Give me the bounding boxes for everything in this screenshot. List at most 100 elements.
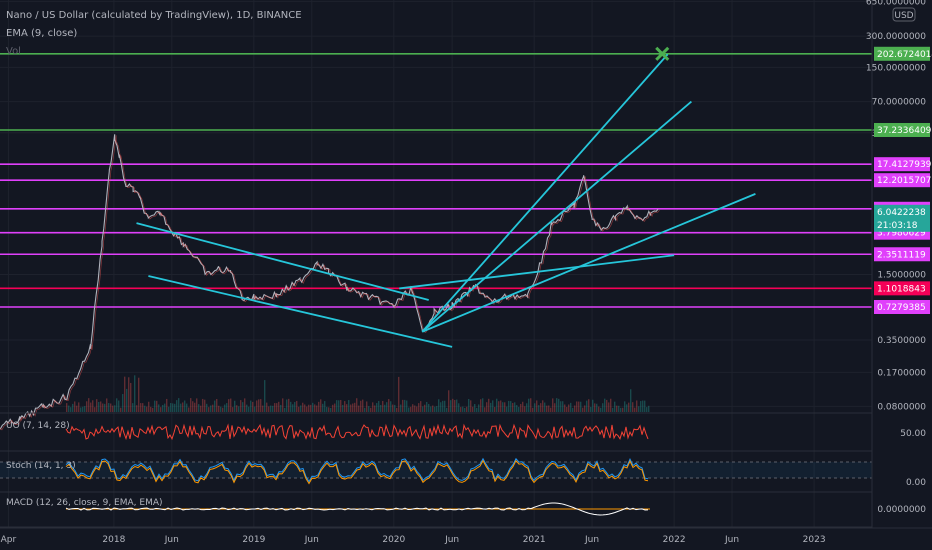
volume-bar bbox=[202, 398, 204, 412]
uo-label: UO (7, 14, 28) bbox=[6, 421, 70, 431]
volume-bar bbox=[498, 401, 500, 412]
volume-bar bbox=[70, 407, 72, 412]
volume-bar bbox=[484, 407, 486, 412]
time-tick-7: 2021 bbox=[523, 535, 546, 545]
trendline-0 bbox=[421, 53, 669, 333]
volume-bar bbox=[158, 404, 160, 412]
volume-bar bbox=[150, 406, 152, 412]
volume-bar bbox=[442, 400, 444, 412]
volume-bar bbox=[148, 401, 150, 412]
volume-bar bbox=[224, 404, 226, 412]
current-price-tag bbox=[874, 204, 930, 232]
volume-bar bbox=[496, 398, 498, 412]
time-tick-9: 2022 bbox=[663, 535, 686, 545]
volume-bar bbox=[356, 398, 358, 412]
volume-bar bbox=[450, 400, 452, 412]
chart-title[interactable]: Nano / US Dollar (calculated by TradingV… bbox=[6, 10, 302, 21]
volume-bar bbox=[280, 404, 282, 412]
volume-bar bbox=[590, 406, 592, 412]
volume-bar bbox=[566, 406, 568, 412]
volume-bar bbox=[318, 401, 320, 412]
volume-bar bbox=[470, 400, 472, 412]
volume-bar bbox=[294, 402, 296, 412]
volume-bar bbox=[538, 405, 540, 412]
stoch-k-line bbox=[65, 457, 649, 483]
volume-bar bbox=[124, 376, 126, 412]
volume-bar bbox=[94, 407, 96, 412]
volume-bar bbox=[344, 401, 346, 412]
macd-tick: 0.0000000 bbox=[877, 505, 926, 515]
volume-bar bbox=[454, 400, 456, 412]
level-tag-8 bbox=[874, 300, 930, 314]
volume-bar bbox=[368, 406, 370, 412]
volume-bar bbox=[582, 407, 584, 412]
stoch-label: Stoch (14, 1, 3) bbox=[6, 461, 76, 471]
uo-line bbox=[65, 423, 649, 441]
volume-bar bbox=[526, 403, 528, 412]
volume-bar bbox=[438, 399, 440, 412]
volume-bar bbox=[518, 407, 520, 412]
volume-bar bbox=[402, 399, 404, 412]
volume-bar bbox=[226, 403, 228, 412]
vol-legend[interactable]: Vol bbox=[6, 46, 21, 57]
volume-bar bbox=[336, 400, 338, 412]
time-tick-3: 2019 bbox=[242, 535, 265, 545]
volume-bar bbox=[632, 402, 634, 412]
volume-bar bbox=[232, 407, 234, 412]
volume-bar bbox=[612, 407, 614, 412]
volume-bar bbox=[606, 399, 608, 412]
volume-bar bbox=[554, 403, 556, 412]
price-axis bbox=[872, 0, 932, 550]
volume-bar bbox=[342, 404, 344, 412]
volume-bar bbox=[474, 404, 476, 412]
volume-bar bbox=[180, 403, 182, 412]
volume-bar bbox=[238, 406, 240, 412]
volume-bar bbox=[74, 401, 76, 412]
volume-bar bbox=[556, 398, 558, 412]
volume-bar bbox=[400, 404, 402, 412]
ema-legend[interactable]: EMA (9, close) bbox=[6, 28, 78, 39]
volume-bar bbox=[452, 398, 454, 412]
volume-bar bbox=[208, 407, 210, 412]
volume-bar bbox=[122, 394, 124, 412]
volume-bar bbox=[154, 400, 156, 412]
volume-bar bbox=[288, 398, 290, 412]
volume-bar bbox=[548, 405, 550, 412]
volume-bar bbox=[486, 402, 488, 412]
volume-bar bbox=[500, 400, 502, 412]
volume-bar bbox=[246, 404, 248, 412]
price-tick-7: 0.1700000 bbox=[877, 368, 926, 378]
volume-bar bbox=[184, 400, 186, 412]
volume-bar bbox=[540, 403, 542, 412]
volume-bar bbox=[90, 402, 92, 412]
volume-bar bbox=[182, 402, 184, 412]
volume-bar bbox=[266, 402, 268, 412]
volume-bar bbox=[236, 405, 238, 412]
level-tag-3 bbox=[874, 173, 930, 188]
volume-bar bbox=[530, 398, 532, 412]
volume-bar bbox=[252, 401, 254, 412]
volume-bar bbox=[308, 404, 310, 412]
time-tick-5: 2020 bbox=[382, 535, 405, 545]
volume-bar bbox=[192, 401, 194, 412]
level-tag-2 bbox=[874, 157, 930, 172]
volume-bar bbox=[112, 405, 114, 412]
level-tag-label-6: 2.3511119 bbox=[877, 250, 926, 260]
volume-bar bbox=[210, 405, 212, 412]
volume-bar bbox=[626, 404, 628, 412]
volume-bar bbox=[312, 402, 314, 412]
volume-bar bbox=[340, 400, 342, 412]
volume-bar bbox=[578, 401, 580, 412]
volume-bar bbox=[108, 403, 110, 412]
volume-bar bbox=[610, 398, 612, 412]
volume-bar bbox=[422, 406, 424, 412]
volume-bar bbox=[366, 401, 368, 412]
volume-bar bbox=[242, 402, 244, 412]
time-tick-11: 2023 bbox=[803, 535, 826, 545]
volume-bar bbox=[276, 403, 278, 412]
volume-bar bbox=[80, 407, 82, 412]
volume-bar bbox=[230, 398, 232, 412]
volume-bar bbox=[534, 403, 536, 412]
